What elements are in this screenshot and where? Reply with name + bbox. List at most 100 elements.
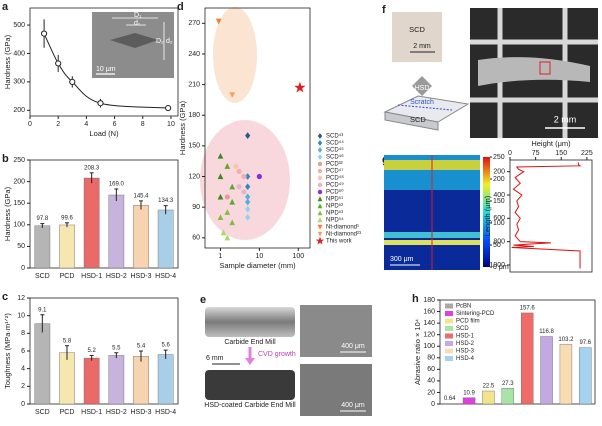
legend-swatch	[445, 311, 453, 316]
y-tick-label: 12	[17, 295, 25, 302]
legend-swatch	[317, 147, 323, 153]
y-tick-label: 2	[21, 383, 25, 390]
plot-frame	[29, 159, 179, 269]
value-label: 5.2	[87, 348, 96, 354]
y-axis-title: Hardness (GPa)	[178, 100, 187, 155]
legend-swatch	[317, 203, 323, 209]
y-tick-label: 100	[13, 222, 25, 229]
value-label: 9.1	[38, 307, 47, 313]
point	[224, 163, 231, 169]
x-tick-label: HSD-2	[106, 273, 127, 280]
y-tick-label: 90	[192, 204, 200, 211]
y-tick-label: 500	[13, 22, 25, 29]
y-tick-label: 60	[427, 366, 435, 373]
scale-label: 6 mm	[206, 355, 224, 362]
panel-label: c	[2, 291, 8, 303]
legend-swatch	[317, 140, 323, 146]
point	[97, 100, 104, 107]
legend-swatch	[317, 154, 323, 160]
label: HSD-coated Carbide End Mill	[204, 402, 296, 409]
y-tick-label: 160	[423, 308, 435, 315]
x-tick-label: 1	[219, 253, 223, 260]
photo	[392, 12, 442, 62]
bar	[462, 397, 476, 405]
x-tick-label: 10	[167, 121, 175, 128]
legend-label: PCD⁵⁰	[326, 189, 344, 196]
value-label: 134.3	[158, 198, 174, 204]
point	[245, 213, 251, 221]
value-label: 97.8	[36, 216, 48, 222]
x-axis-title: Sample diameter (mm)	[219, 261, 296, 270]
y-tick-label: 0	[21, 265, 25, 272]
panel-label: h	[412, 293, 419, 305]
legend-label: Sintering-PCD	[456, 311, 495, 317]
legend-label: This work	[326, 239, 353, 245]
bar	[501, 388, 515, 405]
bar	[108, 355, 125, 405]
point	[245, 183, 251, 191]
bar	[34, 225, 51, 269]
y-tick-label: 80	[427, 355, 435, 362]
left-tick-label: 400	[493, 192, 505, 199]
x-tick-label: PCD	[60, 409, 75, 416]
y-axis-title: Toughness (MPa·m¹ᐟ²)	[3, 313, 12, 389]
legend-swatch	[445, 348, 453, 354]
legend-swatch	[317, 168, 323, 174]
plot-frame	[439, 299, 596, 405]
y-tick-label: 270	[188, 20, 200, 27]
inset-label: d₁	[134, 20, 141, 27]
y-tick-label: 200	[13, 178, 25, 185]
y-tick-label: 240	[188, 51, 200, 58]
panel-label: d	[177, 1, 184, 13]
label: HSD	[415, 85, 430, 92]
x-tick-label: 100	[292, 253, 304, 260]
legend-swatch	[445, 318, 453, 324]
bar	[34, 323, 51, 405]
bar	[157, 209, 174, 269]
bar	[133, 356, 149, 405]
legend-label: SCD⁴⁵	[326, 147, 344, 154]
value-label: 145.4	[133, 193, 149, 199]
panel-label: f	[382, 4, 386, 16]
y-tick-label: 50	[17, 243, 25, 250]
point	[245, 132, 251, 140]
legend-label: HSD-2	[456, 341, 475, 347]
inset-label: D₂	[156, 38, 164, 45]
bar	[108, 194, 125, 269]
point	[224, 209, 231, 215]
top-tick-label: 225	[581, 150, 593, 157]
point	[233, 163, 239, 169]
label: CVD growth	[258, 351, 296, 358]
plot-frame	[29, 7, 179, 117]
top-tick-label: 0	[508, 150, 512, 157]
bar	[59, 352, 75, 405]
bar	[559, 344, 573, 405]
y-axis-title: Hardness (GPa)	[3, 34, 12, 89]
legend-swatch	[317, 196, 323, 202]
panel-e: e Carbide End Mill CVD growth 6 mm HSD-c…	[200, 294, 372, 416]
left-tick-label: 600	[493, 215, 505, 222]
point	[217, 214, 224, 220]
top-tick-label: 150	[555, 150, 567, 157]
inset-image: D₁ d₁ D₂ d₂ 10 μm	[92, 12, 174, 78]
x-tick-label: 0	[28, 121, 32, 128]
left-tick-label: 1000	[489, 262, 505, 269]
label: SCD	[410, 115, 426, 124]
y-axis-title: Abrasive ratio × 10⁴	[413, 319, 422, 385]
legend-label: PCD film	[456, 319, 480, 325]
point	[224, 234, 231, 241]
x-tick-label: 2	[56, 121, 60, 128]
region	[200, 120, 290, 240]
bar	[59, 224, 75, 269]
profile	[511, 162, 582, 269]
panel-label: b	[2, 153, 9, 165]
legend-label: SCD⁴³	[326, 133, 343, 140]
panel-label: e	[200, 294, 206, 306]
point	[236, 184, 242, 190]
sem-image	[300, 364, 372, 416]
bar	[540, 336, 553, 405]
y-tick-label: 180	[423, 297, 435, 304]
legend-swatch	[445, 303, 453, 309]
bar	[83, 357, 100, 405]
